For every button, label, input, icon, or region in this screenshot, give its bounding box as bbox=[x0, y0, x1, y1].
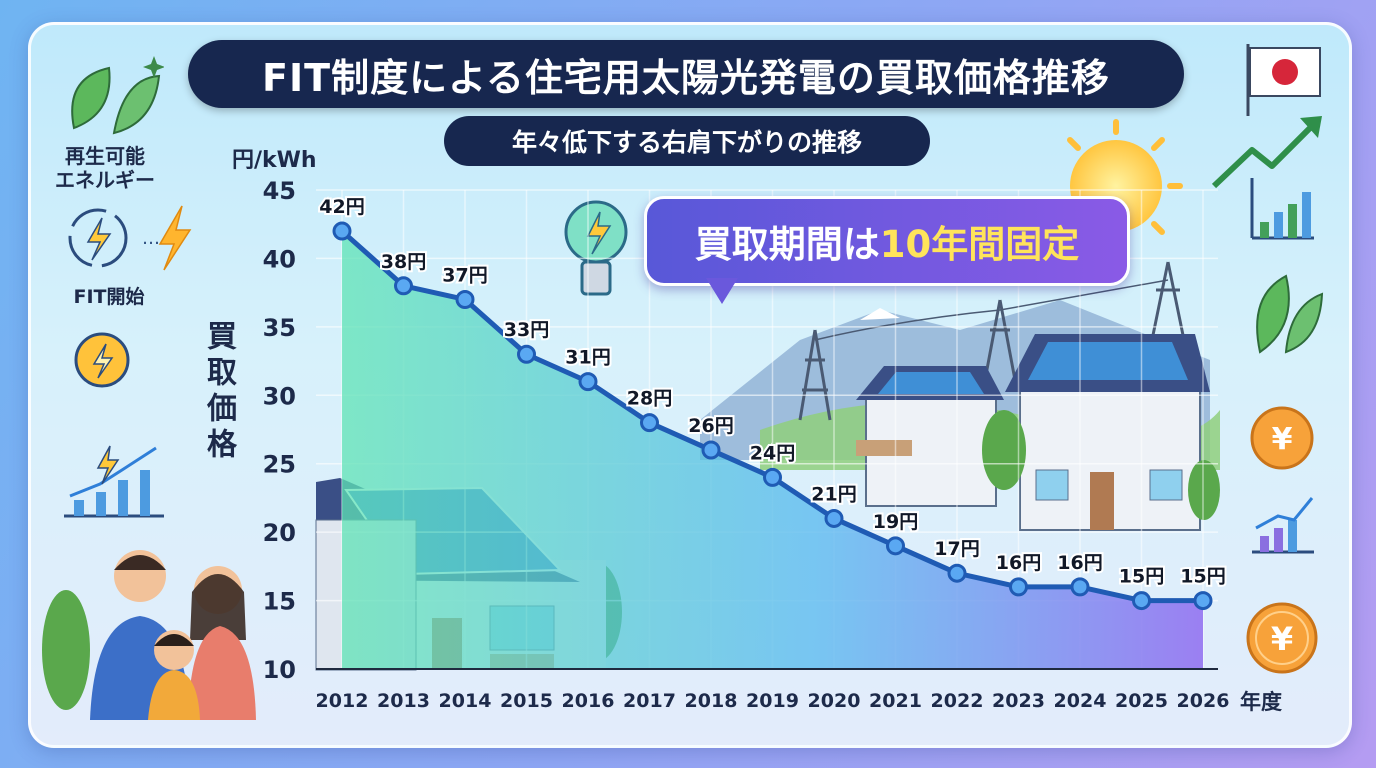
data-point bbox=[332, 221, 352, 241]
price-series-points bbox=[332, 221, 1213, 611]
renewable-energy-label: 再生可能 エネルギー bbox=[55, 144, 155, 192]
x-tick-label: 2019 bbox=[746, 690, 799, 712]
y-tick-label: 20 bbox=[263, 519, 296, 547]
bar-chart-icon bbox=[1250, 178, 1314, 240]
data-point bbox=[640, 413, 659, 433]
data-label: 15円 bbox=[1180, 566, 1225, 588]
family-illustration bbox=[42, 550, 256, 720]
y-tick-label: 25 bbox=[263, 451, 296, 479]
data-point bbox=[517, 344, 536, 364]
x-tick-label: 2021 bbox=[869, 690, 922, 712]
data-point bbox=[578, 372, 598, 392]
data-point bbox=[763, 467, 782, 487]
data-label: 15円 bbox=[1119, 566, 1164, 588]
data-label: 19円 bbox=[873, 511, 918, 533]
growth-chart-right-icon bbox=[1252, 497, 1314, 554]
x-tick-label: 2014 bbox=[439, 690, 492, 712]
y-tick-label: 45 bbox=[263, 177, 296, 205]
svg-text:¥: ¥ bbox=[1272, 422, 1293, 457]
x-tick-label: 2016 bbox=[562, 690, 615, 712]
x-tick-label: 2026 bbox=[1177, 690, 1230, 712]
y-axis-ticks: 10 15 20 25 30 35 40 45 bbox=[263, 177, 296, 684]
data-label: 33円 bbox=[504, 319, 549, 341]
x-tick-label: 2017 bbox=[623, 690, 676, 712]
x-tick-label: 2020 bbox=[808, 690, 861, 712]
chart-area-fill bbox=[342, 231, 1203, 670]
x-axis-title: 年度 bbox=[1240, 690, 1282, 714]
lightbulb-icon bbox=[564, 200, 628, 296]
house-right-illustration bbox=[1005, 334, 1210, 531]
growth-chart-icon bbox=[64, 445, 164, 518]
data-point bbox=[824, 508, 844, 528]
x-axis-ticks: 2012 2013 2014 2015 2016 2017 2018 2019 2020 2021… bbox=[316, 690, 1230, 712]
data-point bbox=[1070, 577, 1090, 597]
x-tick-label: 2018 bbox=[685, 690, 738, 712]
data-point bbox=[1193, 591, 1213, 611]
y-tick-label: 35 bbox=[263, 314, 296, 342]
house-middle-illustration bbox=[856, 366, 1004, 507]
svg-text:…: … bbox=[142, 228, 160, 249]
chart-subtitle: 年々低下する右肩下がりの推移 bbox=[444, 116, 930, 166]
japan-flag-icon bbox=[1246, 44, 1321, 116]
data-point bbox=[1132, 591, 1151, 611]
data-label: 31円 bbox=[565, 347, 610, 369]
data-label: 16円 bbox=[1057, 552, 1102, 574]
y-axis-title: 買取価格 bbox=[201, 320, 236, 464]
x-tick-label: 2024 bbox=[1054, 690, 1107, 712]
data-point bbox=[455, 289, 475, 309]
data-point bbox=[701, 440, 721, 460]
data-label: 21円 bbox=[811, 483, 856, 505]
y-tick-label: 15 bbox=[263, 588, 296, 616]
data-point bbox=[394, 276, 413, 296]
trend-up-arrow-icon bbox=[1211, 116, 1322, 189]
data-point bbox=[1009, 577, 1028, 597]
data-label: 17円 bbox=[934, 538, 979, 560]
svg-text:¥: ¥ bbox=[1271, 620, 1293, 658]
yen-coin-icon: ¥ bbox=[1250, 406, 1314, 470]
yen-coin-large-icon: ¥ bbox=[1246, 602, 1318, 674]
x-tick-label: 2023 bbox=[992, 690, 1045, 712]
x-tick-label: 2025 bbox=[1115, 690, 1168, 712]
data-point bbox=[947, 563, 967, 583]
data-label: 42円 bbox=[319, 196, 364, 218]
fit-start-label: FIT開始 bbox=[73, 286, 145, 308]
recycle-energy-icon: … bbox=[68, 205, 192, 271]
chart-title: FIT制度による住宅用太陽光発電の買取価格推移 bbox=[188, 40, 1184, 108]
x-tick-label: 2012 bbox=[316, 690, 369, 712]
leaf-right-icon bbox=[1256, 274, 1324, 354]
data-label: 37円 bbox=[442, 264, 487, 286]
y-axis-unit: 円/kWh bbox=[232, 148, 317, 173]
x-tick-label: 2013 bbox=[377, 690, 430, 712]
data-label: 28円 bbox=[627, 388, 672, 410]
y-tick-label: 10 bbox=[263, 656, 296, 684]
callout-tail bbox=[706, 278, 738, 304]
purchase-period-callout: 買取期間は 10年間固定 bbox=[644, 196, 1130, 286]
y-tick-label: 30 bbox=[263, 382, 296, 410]
data-label: 26円 bbox=[688, 415, 733, 437]
x-tick-label: 2022 bbox=[931, 690, 984, 712]
callout-highlight: 10年間固定 bbox=[879, 223, 1080, 266]
energy-coin-icon bbox=[74, 332, 130, 388]
leaf-icon bbox=[71, 56, 164, 135]
data-point bbox=[886, 536, 905, 556]
y-tick-label: 40 bbox=[263, 245, 296, 273]
callout-text: 買取期間は bbox=[694, 223, 880, 266]
price-data-labels: 42円 38円 37円 33円 31円 28円 26円 24円 21円 19円 17円 16円 16円 1… bbox=[317, 194, 1227, 590]
data-label: 16円 bbox=[996, 552, 1041, 574]
data-label: 38円 bbox=[381, 251, 426, 273]
data-label: 24円 bbox=[750, 442, 795, 464]
x-tick-label: 2015 bbox=[500, 690, 553, 712]
